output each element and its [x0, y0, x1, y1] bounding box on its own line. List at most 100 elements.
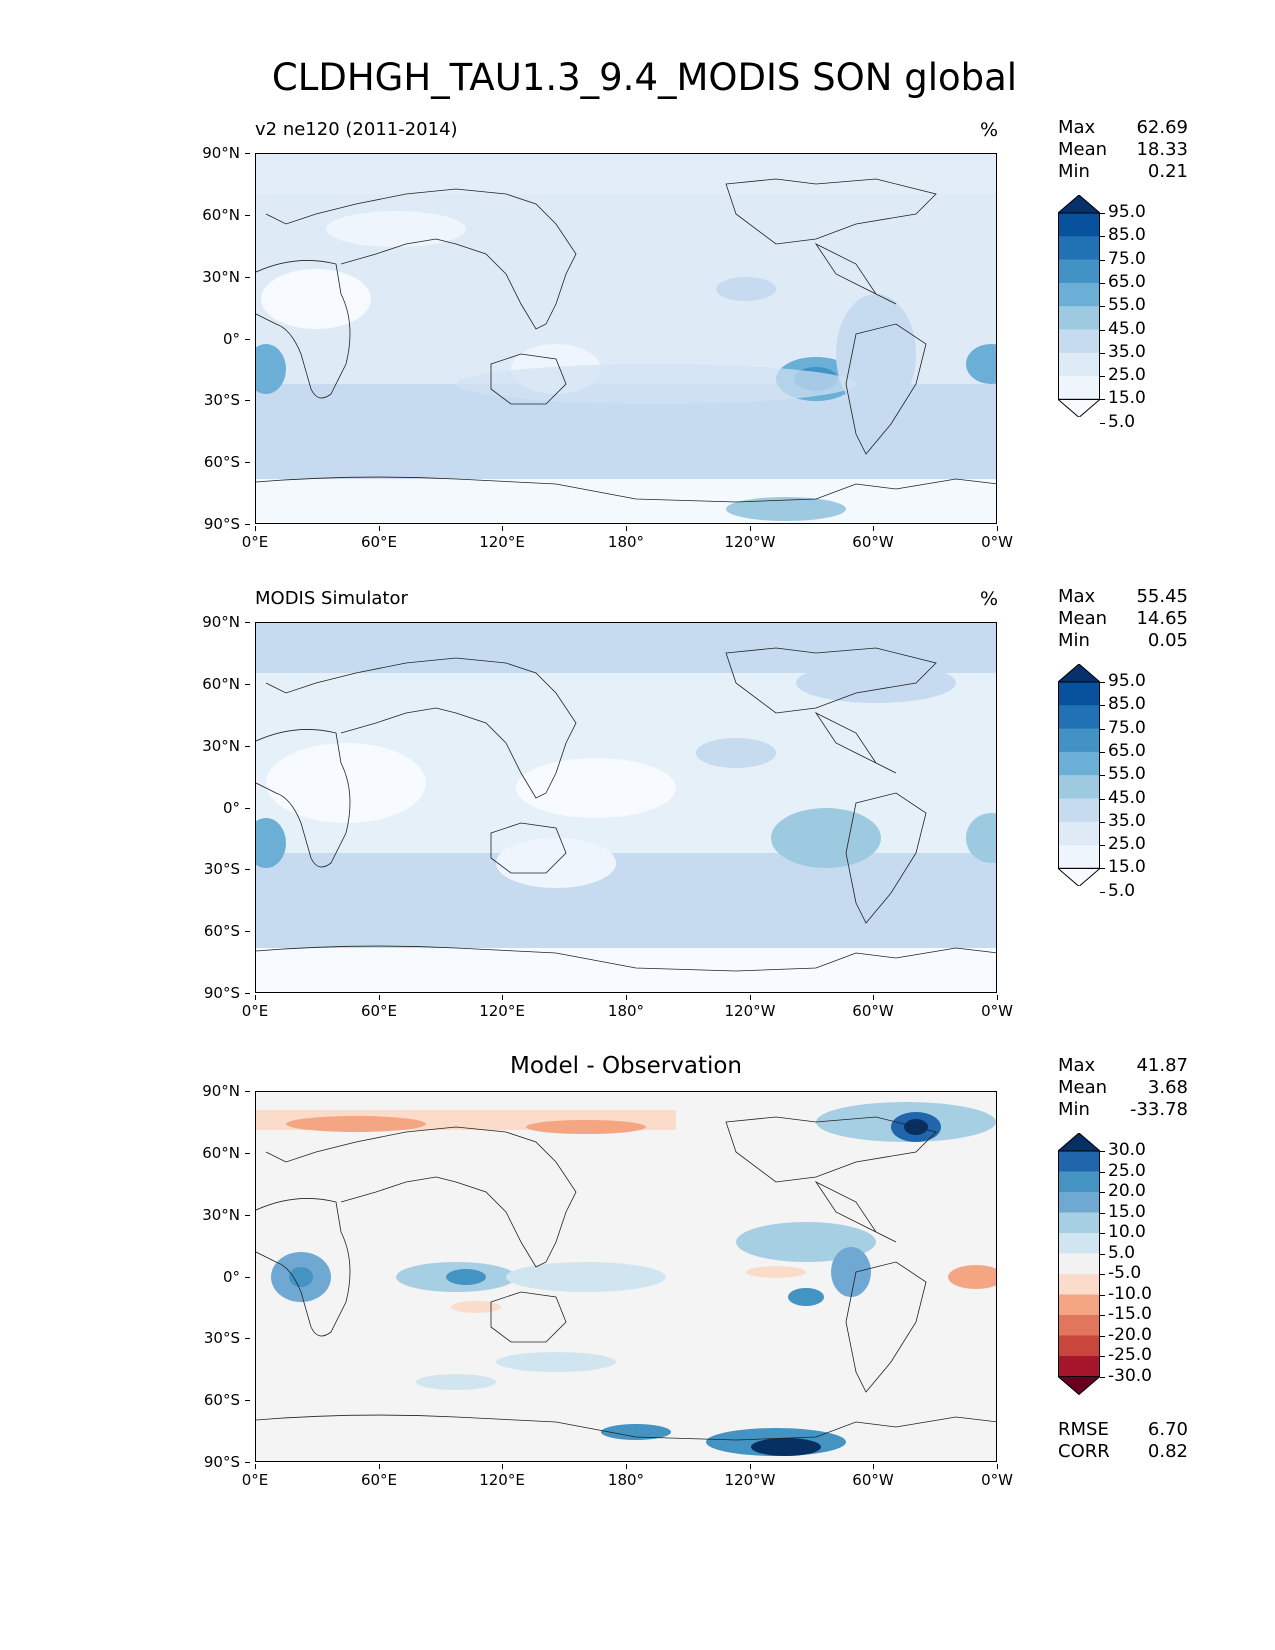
- units-label: %: [979, 119, 998, 141]
- colorbar-tick-label: 95.0: [1100, 671, 1146, 691]
- stat-mean: 3.68: [1147, 1077, 1188, 1098]
- colorbar-extend-max: [1056, 194, 1102, 214]
- x-tick: 60°E: [344, 526, 414, 551]
- stats-block: Max 55.45 Mean 14.65 Min 0.05: [1058, 586, 1188, 652]
- colorbar-bin: [1058, 751, 1100, 776]
- colorbar-tick-label: 20.0: [1100, 1181, 1146, 1201]
- colorbar-bin: [1058, 1274, 1100, 1295]
- colorbar-tick-label: 5.0: [1099, 1242, 1136, 1263]
- colorbar-tick-label: 35.0: [1100, 810, 1146, 831]
- colorbar-tick-label: 25.0: [1100, 365, 1146, 386]
- colorbar-tick-label: 85.0: [1100, 694, 1146, 715]
- colorbar-frame: [1058, 212, 1100, 400]
- colorbar-frame: [1058, 681, 1100, 869]
- y-tick: 30°N: [170, 1206, 250, 1224]
- y-tick: 60°N: [170, 1144, 250, 1162]
- stat-mean: 14.65: [1136, 608, 1188, 629]
- colorbar-bin: [1058, 376, 1100, 400]
- panel-model: v2 ne120 (2011-2014) %: [0, 115, 1275, 551]
- colorbar-tick-label: 65.0: [1100, 271, 1146, 292]
- colorbar-bin: [1058, 1192, 1100, 1213]
- y-tick: 0°: [170, 330, 250, 348]
- colorbar-bin: [1058, 259, 1100, 284]
- colorbar-tick-label: -25.0: [1100, 1345, 1152, 1365]
- stat-label: Min: [1058, 161, 1090, 182]
- x-tick: 120°W: [715, 995, 785, 1020]
- colorbar-bin: [1058, 1253, 1100, 1275]
- panel-observation: MODIS Simulator % 9: [0, 584, 1275, 1020]
- y-tick: 30°S: [170, 1329, 250, 1347]
- x-tick: 180°: [591, 1464, 661, 1489]
- stat-label: Min: [1058, 1099, 1090, 1120]
- colorbar-extend-max: [1056, 663, 1102, 683]
- colorbar-bin: [1058, 845, 1100, 869]
- colorbar-tick-label: -20.0: [1100, 1324, 1152, 1345]
- y-tick: 30°S: [170, 860, 250, 878]
- colorbar-tick-label: 15.0: [1100, 857, 1146, 878]
- colorbar-tick-label: -30.0: [1100, 1365, 1152, 1386]
- y-tick: 60°N: [170, 206, 250, 224]
- colorbar-bin: [1058, 1335, 1100, 1357]
- y-tick: 90°S: [170, 984, 250, 1002]
- colorbar-bin: [1058, 1356, 1100, 1377]
- stats-block: Max 41.87 Mean 3.68 Min -33.78: [1058, 1055, 1188, 1121]
- colorbar-bin: [1058, 306, 1100, 330]
- colorbar-tick-label: 95.0: [1100, 202, 1146, 222]
- stat-mean: 18.33: [1136, 139, 1188, 160]
- x-tick: 0°W: [962, 1464, 1032, 1489]
- colorbar-bin: [1058, 798, 1100, 823]
- map-svg: [256, 623, 996, 992]
- colorbar-tick-label: -15.0: [1100, 1304, 1152, 1324]
- y-tick: 0°: [170, 799, 250, 817]
- stat-min: -33.78: [1129, 1099, 1188, 1120]
- colorbar-bin: [1058, 775, 1100, 799]
- map-plot: [255, 622, 997, 993]
- colorbar-extend-max: [1056, 1132, 1102, 1152]
- stat-label: Max: [1058, 1055, 1096, 1076]
- panel-title: v2 ne120 (2011-2014): [255, 119, 458, 140]
- colorbar-tick-label: 5.0: [1099, 411, 1136, 432]
- colorbar-tick-label: 25.0: [1100, 834, 1146, 855]
- colorbar-frame: [1058, 1150, 1100, 1377]
- stat-max: 41.87: [1136, 1055, 1188, 1076]
- colorbar-bin: [1058, 236, 1100, 261]
- stat-label: Mean: [1058, 1077, 1108, 1098]
- colorbar-bin: [1058, 728, 1100, 753]
- stat-min: 0.21: [1147, 161, 1188, 182]
- map-plot: [255, 1091, 997, 1462]
- x-tick: 60°E: [344, 995, 414, 1020]
- colorbar-bin: [1058, 1151, 1100, 1172]
- stat-label: Max: [1058, 586, 1096, 607]
- colorbar-bin: [1058, 352, 1100, 377]
- colorbar-tick-label: 45.0: [1100, 318, 1146, 339]
- map-plot: [255, 153, 997, 524]
- colorbar-bin: [1058, 1294, 1100, 1316]
- colorbar-tick-label: 35.0: [1100, 341, 1146, 362]
- colorbar-tick-label: 65.0: [1100, 740, 1146, 761]
- colorbar-extend-min: [1056, 867, 1102, 888]
- x-tick: 0°E: [220, 1464, 290, 1489]
- colorbar-bin: [1058, 1212, 1100, 1234]
- stat-label: Max: [1058, 117, 1096, 138]
- x-tick: 60°W: [838, 526, 908, 551]
- colorbar-tick-label: 15.0: [1100, 388, 1146, 409]
- rmse-value: 6.70: [1147, 1419, 1188, 1440]
- x-tick: 180°: [591, 526, 661, 551]
- y-tick: 60°S: [170, 453, 250, 471]
- colorbar-tick-label: 75.0: [1100, 717, 1146, 738]
- x-tick: 0°W: [962, 526, 1032, 551]
- stat-label: Mean: [1058, 608, 1108, 629]
- colorbar-bin: [1058, 821, 1100, 846]
- stat-label: Min: [1058, 630, 1090, 651]
- x-tick: 120°W: [715, 1464, 785, 1489]
- colorbar-tick-label: 25.0: [1100, 1160, 1146, 1181]
- map-svg: [256, 154, 996, 523]
- colorbar-bin: [1058, 1171, 1100, 1193]
- colorbar-bin: [1058, 682, 1100, 706]
- colorbar: 95.0 85.0 75.0 65.0 55.0 45.0 35.0 25.0 15.0 5.0: [1056, 663, 1146, 901]
- y-tick: 30°S: [170, 391, 250, 409]
- y-tick: 90°S: [170, 515, 250, 533]
- colorbar-tick-label: 85.0: [1100, 225, 1146, 246]
- colorbar-bin: [1058, 329, 1100, 354]
- colorbar-tick-label: 45.0: [1100, 787, 1146, 808]
